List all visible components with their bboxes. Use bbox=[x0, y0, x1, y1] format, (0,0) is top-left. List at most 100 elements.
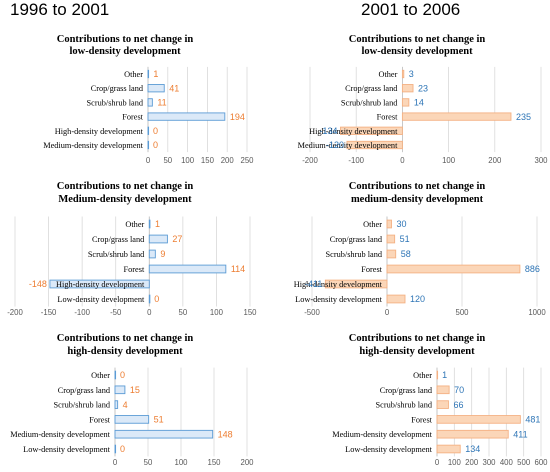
x-tick-label: 0 bbox=[146, 156, 151, 165]
left-period-header: 1996 to 2001 bbox=[10, 0, 110, 19]
bar bbox=[114, 415, 150, 424]
category-label: Forest bbox=[124, 265, 145, 274]
category-label: Crop/grass land bbox=[330, 235, 383, 244]
data-label: 4 bbox=[123, 400, 128, 410]
x-tick-label: 200 bbox=[488, 156, 502, 165]
category-label: Forest bbox=[377, 113, 398, 122]
x-tick-label: 50 bbox=[163, 156, 172, 165]
category-label: Scrub/shrub land bbox=[87, 98, 144, 107]
data-label: -134 bbox=[319, 126, 337, 136]
data-label: 15 bbox=[130, 385, 140, 395]
x-tick-label: 0 bbox=[113, 458, 118, 467]
chart-title-line-1: Contributions to net change in bbox=[57, 333, 194, 344]
right-period-header: 2001 to 2006 bbox=[361, 0, 461, 19]
bar bbox=[147, 98, 153, 107]
chart-title-line-1: Contributions to net change in bbox=[349, 181, 486, 192]
bar bbox=[436, 400, 449, 409]
x-tick-label: 100 bbox=[181, 156, 195, 165]
data-label: 0 bbox=[154, 294, 159, 304]
category-label: Medium-density development bbox=[332, 430, 432, 439]
x-tick-label: -50 bbox=[110, 308, 122, 317]
category-label: High-density development bbox=[55, 127, 144, 136]
category-label: High-density development bbox=[294, 280, 383, 289]
category-label: Other bbox=[378, 70, 397, 79]
data-label: 23 bbox=[418, 83, 428, 93]
data-label: 3 bbox=[409, 69, 414, 79]
x-tick-label: 600 bbox=[534, 458, 548, 467]
bar bbox=[340, 126, 403, 135]
category-label: Other bbox=[363, 220, 382, 229]
x-tick-label: 300 bbox=[482, 458, 496, 467]
data-label: 134 bbox=[465, 444, 480, 454]
bar bbox=[147, 140, 150, 150]
category-label: Other bbox=[413, 371, 432, 380]
category-label: Other bbox=[125, 220, 144, 229]
bar bbox=[324, 279, 388, 289]
x-tick-label: -100 bbox=[348, 156, 364, 165]
category-label: Crop/grass land bbox=[345, 84, 398, 93]
chart-title-line-2: low-density development bbox=[69, 46, 181, 57]
x-tick-label: 400 bbox=[500, 458, 514, 467]
x-tick-label: 100 bbox=[210, 308, 224, 317]
data-label: 0 bbox=[153, 126, 158, 136]
x-tick-label: 1000 bbox=[528, 308, 546, 317]
x-tick-label: 300 bbox=[534, 156, 548, 165]
data-label: 51 bbox=[400, 234, 410, 244]
data-label: 886 bbox=[525, 264, 540, 274]
category-label: Low-density development bbox=[345, 445, 433, 454]
bar bbox=[147, 84, 165, 93]
x-tick-label: 200 bbox=[465, 458, 479, 467]
bar bbox=[148, 264, 227, 274]
x-tick-label: 200 bbox=[240, 458, 254, 467]
x-tick-label: 500 bbox=[517, 458, 531, 467]
x-tick-label: -500 bbox=[304, 308, 320, 317]
category-label: High-density development bbox=[56, 280, 145, 289]
data-label: 11 bbox=[157, 98, 166, 108]
category-label: Forest bbox=[122, 113, 143, 122]
chart-title-line-2: high-density development bbox=[67, 346, 183, 357]
chart-title-line-1: Contributions to net change in bbox=[57, 181, 194, 192]
bar bbox=[114, 400, 119, 409]
category-label: Scrub/shrub land bbox=[326, 250, 383, 259]
data-label: 120 bbox=[410, 294, 425, 304]
chart-title-line-2: Medium-density development bbox=[58, 194, 192, 205]
data-label: 0 bbox=[153, 140, 158, 150]
data-label: 66 bbox=[453, 400, 463, 410]
data-label: 27 bbox=[172, 234, 182, 244]
data-label: 148 bbox=[218, 429, 233, 439]
x-tick-label: 100 bbox=[442, 156, 456, 165]
category-label: Low-density development bbox=[295, 295, 383, 304]
data-label: 70 bbox=[454, 385, 464, 395]
data-label: -120 bbox=[326, 140, 344, 150]
x-tick-label: 500 bbox=[455, 308, 469, 317]
data-label: 114 bbox=[231, 264, 245, 274]
bar bbox=[114, 429, 214, 439]
data-label: 14 bbox=[414, 98, 424, 108]
data-label: 194 bbox=[230, 112, 245, 122]
category-label: High-density development bbox=[309, 127, 398, 136]
category-label: Medium-density development bbox=[298, 141, 398, 150]
category-label: Forest bbox=[361, 265, 382, 274]
x-tick-label: 150 bbox=[207, 458, 221, 467]
bar bbox=[346, 140, 403, 150]
x-tick-label: 0 bbox=[435, 458, 440, 467]
x-tick-label: 100 bbox=[448, 458, 462, 467]
bar bbox=[114, 385, 126, 395]
data-label: 9 bbox=[160, 249, 165, 259]
data-label: 1 bbox=[153, 69, 158, 79]
bar bbox=[386, 219, 392, 229]
category-label: Scrub/shrub land bbox=[376, 401, 433, 410]
bar bbox=[148, 219, 151, 229]
category-label: Low-density development bbox=[23, 445, 111, 454]
category-label: Medium-density development bbox=[10, 430, 110, 439]
bar bbox=[386, 234, 396, 244]
data-label: 1 bbox=[442, 370, 447, 380]
bar bbox=[436, 370, 439, 380]
category-label: Other bbox=[91, 371, 110, 380]
data-label: 235 bbox=[516, 112, 531, 122]
x-tick-label: 150 bbox=[243, 308, 257, 317]
category-label: Crop/grass land bbox=[91, 84, 144, 93]
category-label: Other bbox=[124, 70, 143, 79]
x-tick-label: -100 bbox=[74, 308, 90, 317]
bar bbox=[436, 444, 461, 454]
